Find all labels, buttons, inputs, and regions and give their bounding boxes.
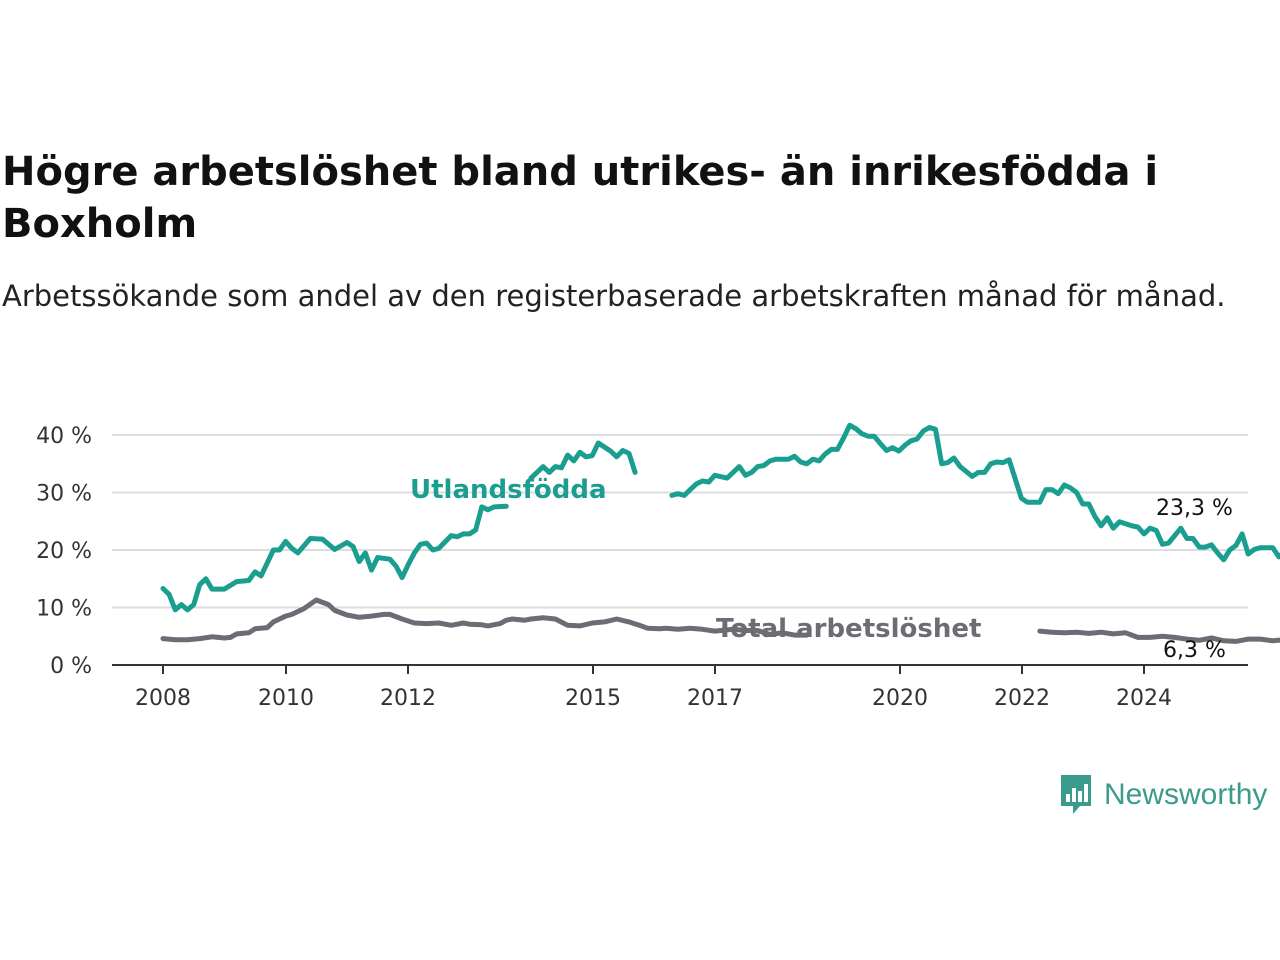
newsworthy-logo-icon	[1061, 775, 1091, 814]
y-axis-ticks: 0 % 10 % 20 % 30 % 40 %	[36, 424, 92, 679]
x-tick-label: 2015	[565, 686, 621, 711]
series-line-0	[160, 422, 1280, 613]
y-tick-label: 0 %	[50, 654, 92, 679]
series-label-total-arbetsloshet: Total arbetslöshet	[716, 614, 981, 644]
x-tick-label: 2010	[258, 686, 314, 711]
line-chart: 0 % 10 % 20 % 30 % 40 % 2008 2010 2012 2015 2017…	[36, 422, 1280, 711]
series-label-utlandsfodda: Utlandsfödda	[410, 475, 607, 505]
y-tick-label: 20 %	[36, 539, 92, 564]
newsworthy-brand: Newsworthy	[1058, 772, 1267, 818]
x-tick-label: 2022	[994, 686, 1050, 711]
y-tick-label: 10 %	[36, 597, 92, 622]
chart-subtitle: Arbetssökande som andel av den registerb…	[2, 279, 1226, 313]
x-tick-label: 2024	[1116, 686, 1172, 711]
x-axis-ticks: 2008 2010 2012 2015 2017 2020 2022 2024	[135, 665, 1172, 711]
x-tick-label: 2017	[687, 686, 743, 711]
end-label-utlandsfodda: 23,3 %	[1156, 496, 1233, 521]
y-tick-label: 30 %	[36, 482, 92, 507]
chart-title: Högre arbetslöshet bland utrikes- än inr…	[2, 149, 1159, 247]
x-tick-label: 2020	[872, 686, 928, 711]
series-line-1	[160, 597, 1280, 644]
end-label-total-arbetsloshet: 6,3 %	[1163, 638, 1226, 663]
series-labels: Utlandsfödda Total arbetslöshet 23,3 % 6…	[410, 475, 1233, 663]
brand-name: Newsworthy	[1104, 778, 1268, 811]
y-tick-label: 40 %	[36, 424, 92, 449]
series-lines	[160, 422, 1280, 644]
x-tick-label: 2012	[380, 686, 436, 711]
x-tick-label: 2008	[135, 686, 191, 711]
